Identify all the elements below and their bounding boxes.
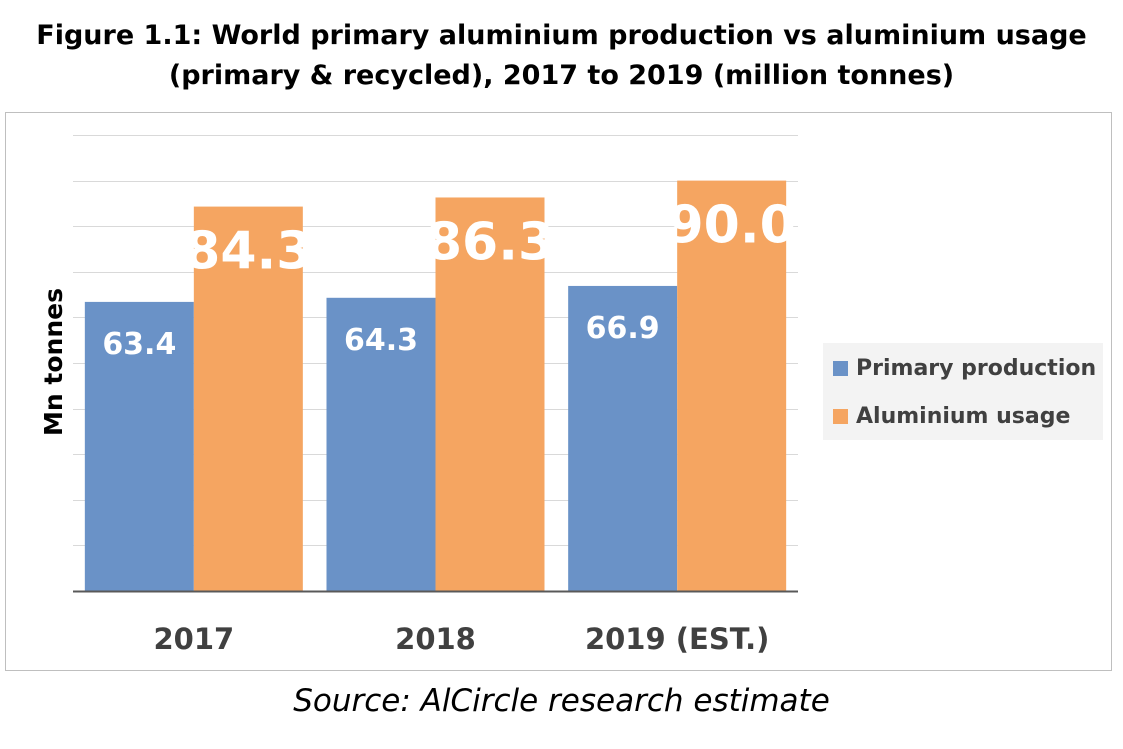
x-tick-label-2: 2019 (EST.) [585, 622, 769, 656]
bar-aluminium-usage-0 [193, 206, 303, 592]
legend-label-aluminium-usage: Aluminium usage [856, 403, 1071, 429]
data-label-primary-production-1: 64.3 [344, 323, 418, 358]
data-label-aluminium-usage-1: 86.3 [426, 212, 554, 272]
source-note: Source: AlCircle research estimate [293, 683, 830, 719]
bar-primary-production-1 [326, 297, 436, 591]
chart-title: Figure 1.1: World primary aluminium prod… [0, 16, 1123, 96]
legend-item-primary-production: Primary production [833, 353, 1096, 383]
bar-aluminium-usage-1 [435, 197, 545, 592]
legend-item-aluminium-usage: Aluminium usage [833, 401, 1070, 431]
data-label-aluminium-usage-0: 84.3 [184, 222, 312, 282]
x-tick-label-0: 2017 [153, 622, 234, 656]
legend: Primary production Aluminium usage [823, 343, 1103, 440]
chart-title-line-2: (primary & recycled), 2017 to 2019 (mill… [168, 60, 955, 91]
bar-primary-production-0 [84, 301, 194, 591]
bar-aluminium-usage-2 [677, 180, 787, 591]
legend-swatch-primary-production [833, 360, 848, 376]
x-tick-label-1: 2018 [395, 622, 476, 656]
legend-label-primary-production: Primary production [856, 355, 1097, 381]
data-label-primary-production-0: 63.4 [102, 327, 176, 362]
data-label-aluminium-usage-2: 90.0 [668, 196, 796, 256]
legend-swatch-aluminium-usage [833, 408, 848, 424]
data-label-primary-production-2: 66.9 [586, 311, 660, 346]
chart-title-line-1: Figure 1.1: World primary aluminium prod… [36, 20, 1087, 51]
bar-primary-production-2 [568, 285, 678, 591]
y-axis-title: Mn tonnes [39, 288, 68, 436]
